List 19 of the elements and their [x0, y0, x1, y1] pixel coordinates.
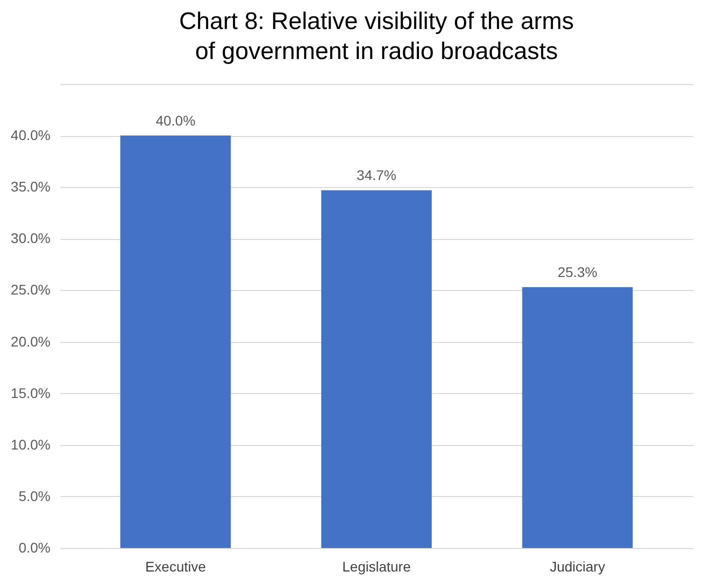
x-tick-label: Legislature — [342, 558, 411, 574]
y-tick-label: 35.0% — [10, 178, 50, 195]
y-tick-label: 40.0% — [10, 127, 50, 144]
data-label: 40.0% — [156, 112, 196, 129]
y-tick-label: 25.0% — [10, 282, 50, 298]
data-label: 34.7% — [356, 167, 396, 184]
y-tick-label: 30.0% — [10, 230, 50, 246]
y-tick-label: 15.0% — [10, 384, 50, 401]
x-tick-label: Judiciary — [550, 558, 606, 574]
x-tick-label: Executive — [145, 558, 206, 574]
bar — [522, 287, 633, 548]
y-tick-label: 10.0% — [10, 436, 50, 452]
data-label: 25.3% — [558, 264, 598, 280]
y-tick-label: 5.0% — [18, 488, 50, 504]
y-tick-label: 20.0% — [10, 333, 50, 350]
y-tick-label: 0.0% — [18, 540, 50, 556]
chart-title: Chart 8: Relative visibility of the arms of government in radio broadcasts — [179, 8, 574, 65]
bar — [120, 136, 231, 548]
bar — [321, 190, 432, 548]
